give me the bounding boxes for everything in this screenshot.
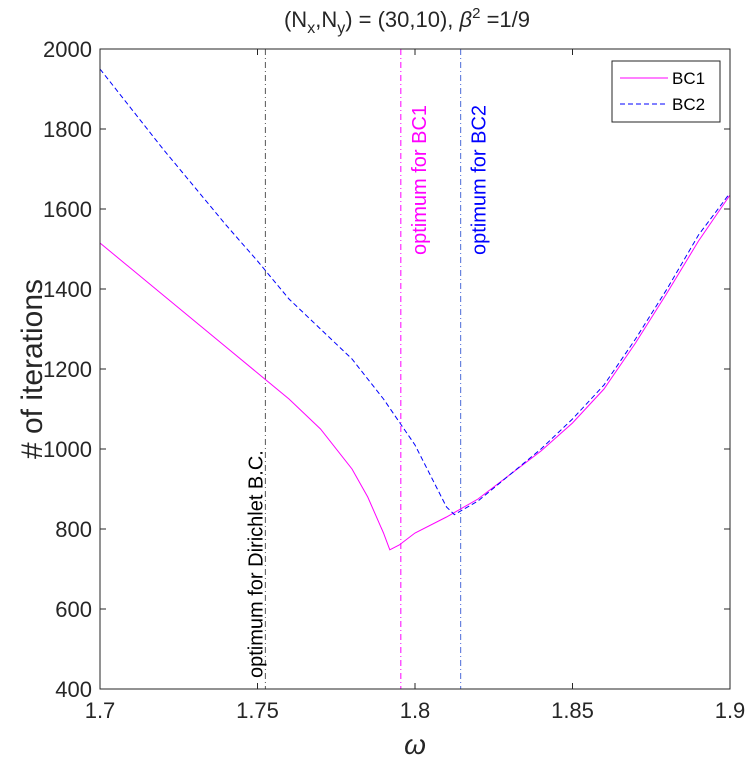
y-tick-label: 1000 xyxy=(43,437,92,462)
legend-label-bc2: BC2 xyxy=(672,95,705,114)
y-tick-label: 1200 xyxy=(43,357,92,382)
x-tick-label: 1.8 xyxy=(400,698,431,723)
title-sub-x: x xyxy=(307,20,315,37)
series-group xyxy=(99,68,731,551)
y-tick-label: 1600 xyxy=(43,197,92,222)
y-tick-label: 600 xyxy=(55,597,92,622)
series-line-bc2 xyxy=(99,68,731,516)
x-tick-label: 1.9 xyxy=(715,698,746,723)
y-tick-label: 1800 xyxy=(43,117,92,142)
legend-label-bc1: BC1 xyxy=(672,69,705,88)
y-tick-label: 1400 xyxy=(43,277,92,302)
reference-line-label: optimum for BC1 xyxy=(409,105,431,255)
title-beta-value: =1/9 xyxy=(480,7,530,32)
plot-area: optimum for Dirichlet B.C. optimum for BC… xyxy=(43,37,745,723)
reference-lines xyxy=(264,49,462,689)
plot-background xyxy=(100,49,730,689)
legend-box xyxy=(611,60,721,123)
y-tick-label: 2000 xyxy=(43,37,92,62)
reference-labels: optimum for Dirichlet B.C. optimum for BC… xyxy=(245,105,490,678)
x-tick-label: 1.7 xyxy=(85,698,116,723)
x-ticks: 1.7 1.75 1.8 1.85 1.9 xyxy=(85,49,746,723)
title-beta: β xyxy=(459,7,473,32)
reference-line-label: optimum for Dirichlet B.C. xyxy=(245,450,267,678)
title-suffix: ) = (30,10), xyxy=(345,7,459,32)
x-tick-label: 1.85 xyxy=(551,698,594,723)
title-beta-sup: 2 xyxy=(472,5,480,22)
legend: BC1 BC2 xyxy=(611,60,721,123)
x-tick-label: 1.75 xyxy=(236,698,279,723)
title-prefix: (N xyxy=(284,7,307,32)
reference-line-label: optimum for BC2 xyxy=(469,105,491,255)
x-axis-label: ω xyxy=(404,729,426,760)
y-axis-label: # of iterations xyxy=(16,279,49,459)
chart-title: (Nx,Ny) = (30,10), β2 =1/9 xyxy=(284,5,530,37)
y-tick-label: 800 xyxy=(55,517,92,542)
title-mid: ,N xyxy=(315,7,337,32)
y-ticks: 400 600 800 1000 1200 1400 1600 1800 2000 xyxy=(43,37,730,702)
y-tick-label: 400 xyxy=(55,677,92,702)
series-line-bc1 xyxy=(99,194,731,551)
title-sub-y: y xyxy=(337,20,345,37)
